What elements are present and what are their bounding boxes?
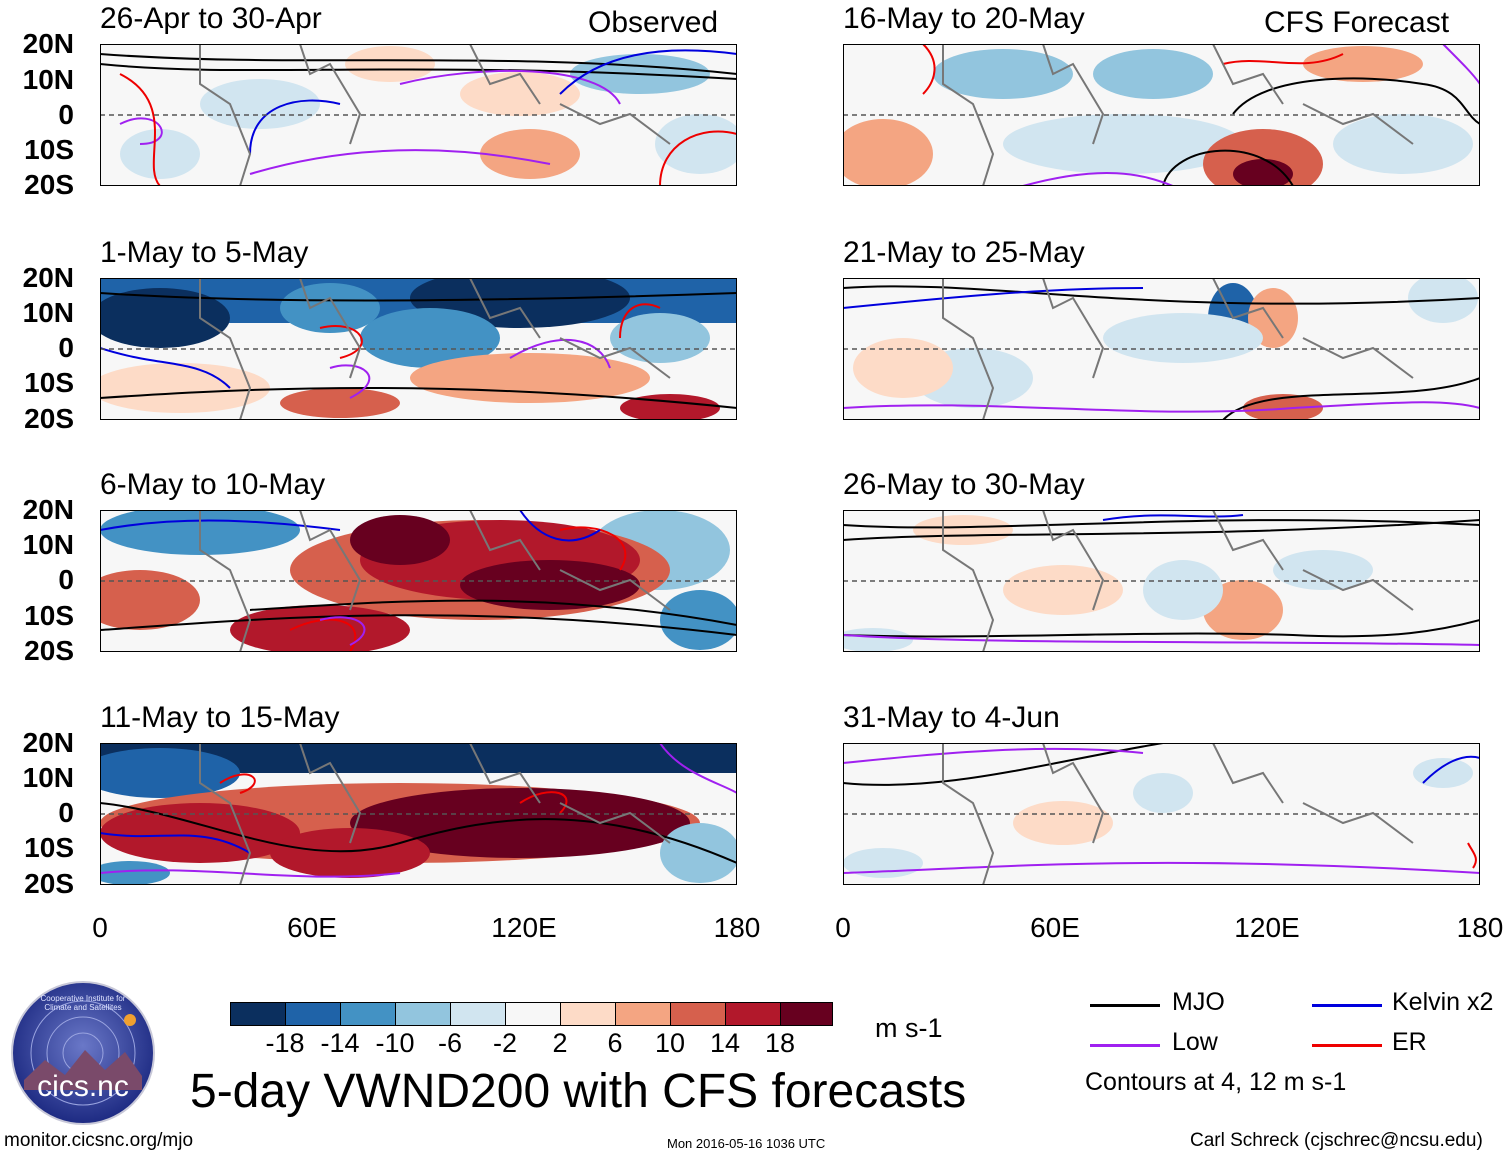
colorbar-cell	[450, 1002, 506, 1026]
logo-ring-text: Cooperative Institute for Climate and Sa…	[40, 994, 126, 1012]
colorbar-cell	[560, 1002, 616, 1026]
legend-label-low: Low	[1172, 1028, 1218, 1056]
panel-title-obs-1: 26-Apr to 30-Apr	[100, 2, 322, 35]
panel-title-fcst-4: 31-May to 4-Jun	[843, 701, 1060, 734]
colorbar-cell	[615, 1002, 671, 1026]
figure-title: 5-day VWND200 with CFS forecasts	[190, 1065, 967, 1118]
legend-line-low	[1090, 1044, 1160, 1047]
lat-label: 10N	[22, 529, 74, 560]
lat-label: 20S	[24, 169, 74, 200]
colorbar-cell	[230, 1002, 286, 1026]
panel-title-obs-2: 1-May to 5-May	[100, 236, 309, 269]
panel-title-fcst-1: 16-May to 20-May	[843, 2, 1085, 35]
colorbar-cell	[285, 1002, 341, 1026]
colorbar-cell	[395, 1002, 451, 1026]
lon-label: 60E	[1030, 912, 1080, 943]
colorbar-cell	[340, 1002, 396, 1026]
lat-label: 0	[58, 332, 74, 363]
map-panel-fcst-3	[843, 510, 1480, 652]
panel-title-fcst-2: 21-May to 25-May	[843, 236, 1085, 269]
forecast-label: CFS Forecast	[1264, 6, 1450, 39]
colorbar-label: 14	[709, 1028, 741, 1058]
lat-label: 10S	[24, 367, 74, 398]
panel-title-obs-4: 11-May to 15-May	[100, 701, 340, 734]
colorbar-cell	[670, 1002, 726, 1026]
map-panel-obs-1	[100, 44, 737, 186]
lat-label: 20S	[24, 635, 74, 666]
lon-label: 0	[92, 912, 108, 943]
footer-author: Carl Schreck (cjschrec@ncsu.edu)	[1190, 1130, 1483, 1151]
legend-label-mjo: MJO	[1172, 988, 1225, 1016]
lon-label: 180	[1456, 912, 1504, 943]
map-panel-obs-4	[100, 743, 737, 885]
colorbar-label: 6	[607, 1028, 623, 1058]
legend-label-er: ER	[1392, 1028, 1427, 1056]
lon-label: 0	[835, 912, 851, 943]
colorbar-label: 2	[552, 1028, 568, 1058]
lat-label: 0	[58, 797, 74, 828]
lon-label: 120E	[1234, 912, 1300, 943]
map-panel-fcst-1	[843, 44, 1480, 186]
colorbar-label: 18	[764, 1028, 796, 1058]
colorbar-label: -2	[492, 1028, 518, 1058]
legend-note: Contours at 4, 12 m s-1	[1085, 1068, 1347, 1096]
lat-label: 20N	[22, 727, 74, 758]
lat-label: 10S	[24, 832, 74, 863]
colorbar-label: -10	[375, 1028, 415, 1058]
lat-label: 10N	[22, 64, 74, 95]
colorbar-cell	[505, 1002, 561, 1026]
logo-text: cics.nc	[37, 1070, 129, 1103]
colorbar-cell	[725, 1002, 781, 1026]
observed-label: Observed	[588, 6, 719, 39]
colorbar-label: -14	[320, 1028, 360, 1058]
footer-timestamp: Mon 2016-05-16 1036 UTC	[667, 1136, 826, 1151]
lat-label: 10S	[24, 134, 74, 165]
lat-label: 20N	[22, 262, 74, 293]
lat-label: 20N	[22, 28, 74, 59]
colorbar-cell	[780, 1002, 833, 1026]
logo-emblem-icon	[11, 981, 155, 1125]
colorbar-label: 10	[654, 1028, 686, 1058]
lat-label: 10N	[22, 762, 74, 793]
lon-label: 60E	[287, 912, 337, 943]
panel-title-fcst-3: 26-May to 30-May	[843, 468, 1085, 501]
legend-line-kelvin	[1312, 1004, 1382, 1007]
legend-line-er	[1312, 1044, 1382, 1047]
lat-label: 0	[58, 99, 74, 130]
lat-label: 0	[58, 564, 74, 595]
map-panel-obs-3	[100, 510, 737, 652]
lat-label: 20S	[24, 403, 74, 434]
panel-title-obs-3: 6-May to 10-May	[100, 468, 326, 501]
lat-label: 10S	[24, 600, 74, 631]
cics-logo: cics.nc Cooperative Institute for Climat…	[10, 980, 156, 1126]
lon-label: 120E	[491, 912, 557, 943]
colorbar-units: m s-1	[875, 1013, 943, 1043]
lat-label: 20N	[22, 494, 74, 525]
legend-line-mjo	[1090, 1004, 1160, 1007]
map-panel-obs-2	[100, 278, 737, 420]
footer-url: monitor.cicsnc.org/mjo	[4, 1130, 194, 1151]
lat-label: 10N	[22, 297, 74, 328]
colorbar-label: -6	[437, 1028, 463, 1058]
map-panel-fcst-2	[843, 278, 1480, 420]
map-panel-fcst-4	[843, 743, 1480, 885]
legend-label-kelvin: Kelvin x2	[1392, 988, 1494, 1016]
lat-label: 20S	[24, 868, 74, 899]
colorbar-label: -18	[265, 1028, 305, 1058]
lon-label: 180	[713, 912, 761, 943]
